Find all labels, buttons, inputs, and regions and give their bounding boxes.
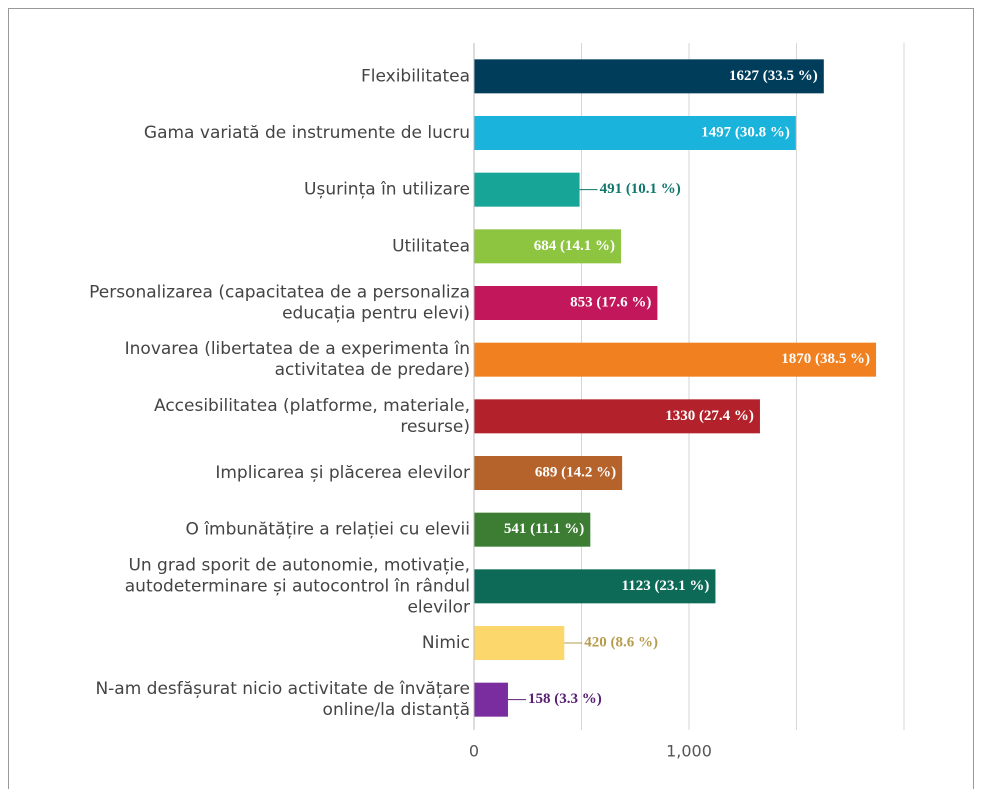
frame: [8, 8, 974, 789]
value-label: 420 (8.6 %): [584, 634, 658, 650]
value-label: 1627 (33.5 %): [729, 68, 818, 84]
bar: [474, 172, 580, 207]
value-label: 689 (14.2 %): [535, 464, 616, 480]
bar: [474, 116, 796, 150]
category-label: Personalizarea (capacitatea de a persona…: [89, 283, 470, 324]
category-label: N-am desfășurat nicio activitate de învă…: [95, 679, 470, 720]
bar: [474, 59, 824, 94]
value-label: 541 (11.1 %): [504, 521, 584, 537]
bar: [474, 682, 508, 717]
category-label: Inovarea (libertatea de a experimenta în…: [125, 339, 470, 380]
category-label: Flexibilitatea: [361, 66, 470, 86]
category-label: O îmbunătățire a relației cu elevii: [186, 520, 470, 540]
x-tick-label: 0: [469, 742, 479, 761]
bar: [474, 456, 623, 490]
bar: [474, 342, 877, 377]
value-label: 684 (14.1 %): [534, 238, 615, 254]
value-label: 158 (3.3 %): [528, 691, 602, 707]
value-label: 1330 (27.4 %): [665, 408, 754, 424]
bar: [474, 512, 591, 547]
value-label: 491 (10.1 %): [600, 181, 681, 197]
x-tick-label: 1,000: [666, 742, 712, 761]
value-label: 1870 (38.5 %): [781, 351, 870, 367]
value-label: 1497 (30.8 %): [701, 124, 790, 140]
category-label: Nimic: [422, 633, 470, 653]
category-label: Ușurința în utilizare: [304, 180, 470, 200]
bar: [474, 626, 565, 660]
category-label: Implicarea și plăcerea elevilor: [215, 463, 470, 483]
category-label: Utilitatea: [392, 236, 470, 256]
value-label: 853 (17.6 %): [570, 294, 651, 310]
bar: [474, 229, 622, 264]
value-label: 1123 (23.1 %): [622, 578, 710, 594]
category-label: Un grad sporit de autonomie, motivație, a…: [125, 555, 470, 617]
category-label: Accesibilitatea (platforme, materiale, re…: [154, 396, 470, 437]
category-label: Gama variată de instrumente de lucru: [144, 123, 470, 143]
bar: [474, 569, 716, 604]
bar: [474, 286, 658, 320]
bar: [474, 399, 760, 434]
